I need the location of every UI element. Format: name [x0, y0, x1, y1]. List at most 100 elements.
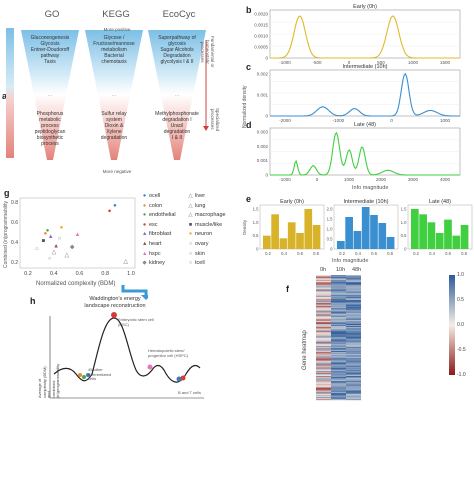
- legend-marker: ▲: [142, 241, 148, 247]
- heatmap-cell: [331, 339, 346, 341]
- heatmap-cell: [346, 340, 361, 342]
- scatter-point: ○: [35, 247, 39, 253]
- scatter-point: △: [52, 250, 57, 256]
- intermediate-xtick: 0: [390, 118, 393, 123]
- heatmap-cell: [316, 355, 331, 357]
- heatmap-cell: [346, 312, 361, 314]
- late-xtick: 1000: [344, 177, 355, 182]
- heatmap-cell: [331, 366, 346, 368]
- heatmap-cell: [316, 347, 331, 350]
- heatmap-cell: [346, 290, 361, 292]
- heatmap-cell: [346, 302, 361, 304]
- heatmap-cell: [331, 350, 346, 352]
- hist-bar: [296, 233, 304, 249]
- legend-item-neuron: ● neuron: [188, 231, 212, 237]
- heatmap-cell: [346, 364, 361, 366]
- panel-label-b: b: [246, 5, 252, 15]
- heatmap-cell: [316, 319, 331, 322]
- heatmap-cell: [316, 325, 331, 327]
- landscape-curve: [53, 317, 201, 383]
- ecocyc-top-terms: Superpathway of glycosis Sugar Alcohols …: [158, 35, 196, 65]
- heatmap-cell: [316, 369, 331, 372]
- heatmap-cell: [346, 390, 361, 392]
- legend-label: ocell: [149, 193, 161, 199]
- heatmap-cell: [316, 295, 331, 298]
- heatmap-cell: [331, 348, 346, 351]
- heatmap-cell: [316, 390, 331, 392]
- heatmap-cell: [346, 287, 361, 289]
- heatmap-cell: [331, 380, 346, 382]
- heatmap-cell: [331, 361, 346, 363]
- heatmap-cell: [316, 285, 331, 287]
- heatmap-cell: [316, 352, 331, 354]
- legend-item-skin: ○ skin: [188, 251, 205, 257]
- heatmap-cell: [331, 295, 346, 298]
- landscape-title: Waddington's energy landscape reconstruc…: [84, 296, 146, 309]
- heatmap-cell: [331, 372, 346, 375]
- heatmap-cell: [316, 301, 331, 303]
- legend-marker: ▲: [142, 231, 148, 238]
- heatmap-cell: [331, 375, 346, 377]
- legend-marker: ▲: [142, 250, 148, 257]
- heatmap-cell: [346, 398, 361, 401]
- hist-ytick: 0.5: [401, 233, 407, 238]
- early-ytick: 0.0015: [254, 23, 268, 28]
- heatmap-cell: [316, 298, 331, 301]
- heatmap-cell: [346, 382, 361, 384]
- heatmap-cell: [331, 347, 346, 350]
- heatmap-cell: [316, 350, 331, 352]
- heatmap-cell: [316, 344, 331, 347]
- heatmap-cell: [346, 327, 361, 329]
- density-xlabel: Info magnitude: [352, 185, 389, 191]
- heatmap-cell: [331, 304, 346, 306]
- heatmap-cell: [331, 326, 346, 328]
- scatter-point: ▲: [75, 232, 81, 238]
- heatmap-cell: [316, 392, 331, 394]
- early-ytick: 0.0010: [254, 34, 268, 39]
- heatmap-cell: [316, 304, 331, 306]
- kegg-ellipsis-top: ...: [112, 92, 116, 97]
- heatmap-cell: [331, 325, 346, 327]
- heatmap-cell: [346, 286, 361, 288]
- heatmap-cell: [316, 380, 331, 382]
- heatmap-cell: [331, 357, 346, 359]
- heatmap-cell: [331, 307, 346, 309]
- heatmap-cell: [346, 346, 361, 349]
- heatmap-cell: [331, 292, 346, 294]
- heatmap-cell: [331, 285, 346, 287]
- heatmap-cell: [331, 309, 346, 311]
- heatmap-cell: [346, 332, 361, 334]
- scatter-legend: ● ocell ● colon ● endothelial ● esc ▲ fibroblast ▲…: [142, 193, 237, 273]
- hist-xlabel: Info magnitude: [332, 258, 369, 264]
- heatmap-cell: [331, 352, 346, 354]
- heatmap-cell: [316, 318, 331, 320]
- scatter-xtick: 0.6: [76, 271, 84, 277]
- heatmap-cell: [346, 379, 361, 381]
- heatmap-cell: [346, 305, 361, 307]
- hist-title-2: Late (48): [429, 199, 451, 205]
- legend-label: esc: [149, 221, 158, 228]
- heatmap-cell: [346, 282, 361, 284]
- heatmap-cell: [346, 304, 361, 306]
- heatmap-cell: [346, 369, 361, 372]
- specialized-label: Specialized processes: [210, 108, 220, 132]
- early-xtick: 1000: [408, 60, 419, 65]
- heatmap-cell: [316, 294, 331, 297]
- legend-item-kidney: ◆ kidney: [142, 260, 165, 266]
- heatmap-cell: [331, 353, 346, 355]
- heatmap-cell: [346, 322, 361, 325]
- heatmap-cell: [331, 395, 346, 398]
- funnel-diagram: [6, 28, 209, 160]
- heatmap-cell: [346, 341, 361, 343]
- heatmap-cell: [316, 340, 331, 342]
- heatmap-cell: [346, 306, 361, 308]
- heatmap-cell: [316, 320, 331, 323]
- heatmap-cell: [331, 341, 346, 343]
- legend-item-ocell: ● ocell: [142, 193, 160, 199]
- heatmap-cell: [346, 292, 361, 294]
- heatmap-cell: [316, 378, 331, 380]
- heatmap-cell: [331, 397, 346, 400]
- hspc-ball: [147, 364, 153, 370]
- heatmap-cell: [346, 395, 361, 398]
- legend-marker: ○: [188, 260, 193, 267]
